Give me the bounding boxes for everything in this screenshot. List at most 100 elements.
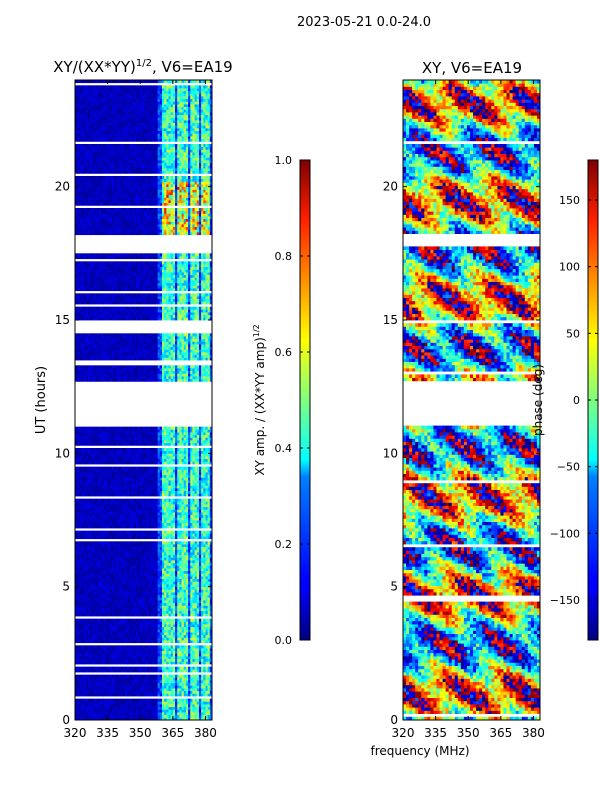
- amp-ratio-cell: [116, 661, 119, 665]
- amp-ratio-cell: [118, 549, 122, 553]
- amp-ratio-cell: [175, 552, 178, 556]
- amp-ratio-cell: [172, 717, 176, 720]
- amp-ratio-cell: [201, 706, 204, 710]
- amp-ratio-cell: [138, 666, 141, 670]
- amp-ratio-cell: [111, 597, 115, 601]
- amp-ratio-cell: [151, 573, 154, 577]
- amp-ratio-cell: [201, 685, 204, 689]
- amp-ratio-cell: [98, 677, 102, 681]
- amp-ratio-cell: [94, 618, 98, 622]
- amp-ratio-cell: [125, 685, 128, 689]
- amp-ratio-cell: [79, 541, 82, 545]
- amp-ratio-cell: [101, 544, 104, 548]
- amp-ratio-cell: [168, 693, 172, 697]
- amp-ratio-cell: [90, 661, 93, 665]
- amp-ratio-cell: [88, 648, 91, 652]
- amp-ratio-cell: [209, 693, 212, 697]
- amp-ratio-cell: [205, 632, 209, 636]
- amp-ratio-cell: [111, 661, 115, 665]
- amp-ratio-cell: [155, 680, 159, 684]
- amp-ratio-cell: [164, 546, 167, 550]
- amp-ratio-cell: [153, 690, 156, 694]
- amp-ratio-cell: [168, 549, 172, 553]
- amp-ratio-cell: [183, 608, 187, 612]
- amp-ratio-cell: [203, 522, 206, 526]
- amp-ratio-cell: [146, 688, 150, 692]
- amp-ratio-cell: [140, 701, 143, 705]
- amp-ratio-cell: [201, 661, 204, 665]
- amp-ratio-cell: [116, 581, 119, 585]
- amp-ratio-cell: [81, 578, 85, 582]
- amp-ratio-cell: [207, 597, 211, 601]
- amp-ratio-cell: [172, 581, 176, 585]
- amp-ratio-cell: [109, 536, 113, 540]
- amp-ratio-cell: [203, 530, 206, 534]
- amp-ratio-cell: [83, 576, 87, 580]
- amp-ratio-cell: [109, 600, 113, 604]
- amp-ratio-cell: [75, 661, 78, 665]
- amp-ratio-cell: [107, 706, 111, 710]
- amp-ratio-cell: [135, 554, 139, 558]
- amp-ratio-cell: [161, 650, 165, 654]
- amp-ratio-cell: [170, 709, 174, 713]
- amp-ratio-cell: [116, 589, 119, 593]
- amp-ratio-cell: [157, 602, 161, 606]
- amp-ratio-cell: [201, 592, 204, 596]
- amp-ratio-cell: [170, 656, 174, 660]
- amp-ratio-cell: [125, 570, 128, 574]
- amp-ratio-cell: [140, 648, 143, 652]
- amp-ratio-cell: [170, 674, 174, 678]
- amp-ratio-cell: [151, 549, 154, 553]
- amp-ratio-cell: [155, 557, 159, 561]
- amp-ratio-cell: [118, 522, 122, 526]
- amp-ratio-cell: [101, 549, 104, 553]
- amp-ratio-cell: [201, 589, 204, 593]
- amp-ratio-cell: [81, 626, 85, 630]
- amp-ratio-cell: [122, 717, 126, 720]
- amp-ratio-cell: [172, 570, 176, 574]
- amp-ratio-cell: [135, 546, 139, 550]
- amp-ratio-cell: [88, 594, 91, 598]
- amp-ratio-cell: [190, 525, 193, 529]
- amp-ratio-cell: [98, 597, 102, 601]
- amp-ratio-cell: [98, 578, 102, 582]
- amp-ratio-cell: [118, 576, 122, 580]
- amp-ratio-cell: [75, 522, 78, 526]
- amp-ratio-cell: [194, 525, 198, 529]
- amp-ratio-cell: [190, 594, 193, 598]
- amp-ratio-cell: [146, 562, 150, 566]
- amp-ratio-cell: [140, 530, 143, 534]
- amp-ratio-cell: [116, 706, 119, 710]
- amp-ratio-cell: [131, 565, 135, 569]
- amp-ratio-cell: [190, 618, 193, 622]
- amp-ratio-cell: [159, 546, 163, 550]
- amp-ratio-cell: [203, 570, 206, 574]
- amp-ratio-cell: [103, 565, 106, 569]
- amp-ratio-cell: [157, 626, 161, 630]
- amp-ratio-cell: [183, 576, 187, 580]
- amp-ratio-cell: [172, 632, 176, 636]
- amp-ratio-cell: [75, 680, 78, 684]
- amp-ratio-cell: [122, 688, 126, 692]
- amp-ratio-cell: [205, 522, 209, 526]
- amp-ratio-cell: [131, 578, 135, 582]
- amp-ratio-cell: [161, 693, 165, 697]
- amp-ratio-cell: [198, 648, 202, 652]
- amp-ratio-cell: [183, 669, 187, 673]
- amp-ratio-cell: [153, 632, 156, 636]
- amp-ratio-cell: [111, 602, 115, 606]
- amp-ratio-cell: [168, 546, 172, 550]
- amp-ratio-cell: [129, 712, 132, 716]
- amp-ratio-cell: [177, 632, 180, 636]
- amp-ratio-cell: [146, 701, 150, 705]
- amp-ratio-cell: [190, 592, 193, 596]
- amp-ratio-cell: [181, 626, 185, 630]
- amp-ratio-cell: [207, 698, 211, 702]
- amp-ratio-cell: [157, 714, 161, 718]
- amp-ratio-cell: [192, 597, 196, 601]
- amp-ratio-cell: [107, 637, 111, 641]
- amp-ratio-cell: [205, 706, 209, 710]
- amp-ratio-cell: [107, 666, 111, 670]
- amp-ratio-cell: [125, 536, 128, 540]
- amp-ratio-cell: [98, 701, 102, 705]
